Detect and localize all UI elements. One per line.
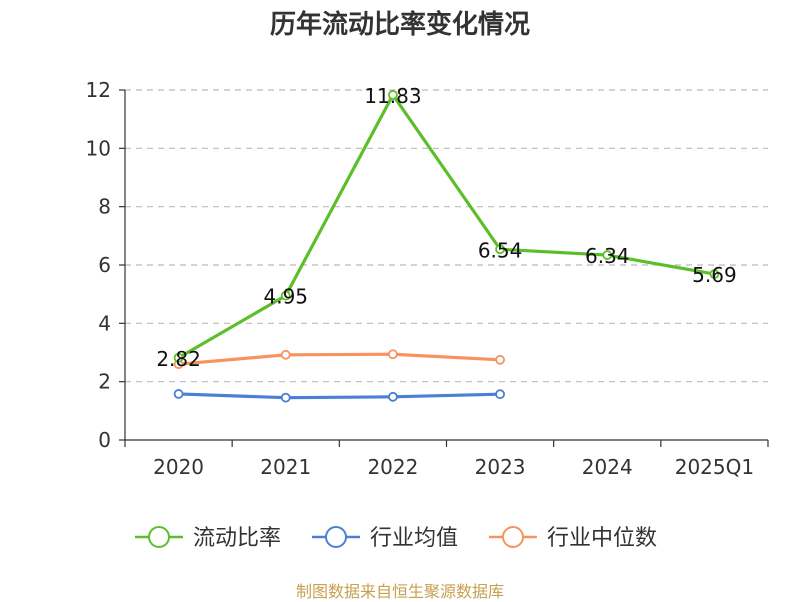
- legend: 流动比率 行业均值 行业中位数: [135, 526, 657, 551]
- data-point: [388, 391, 398, 402]
- data-point: [709, 269, 720, 279]
- x-tick-label: 2020: [153, 455, 204, 479]
- series-line: [178, 352, 501, 366]
- series-line: [177, 93, 715, 360]
- data-point: [495, 354, 505, 365]
- data-point: [388, 90, 398, 100]
- axes: 0 2 4 6 8 10 12 2020 2021 2022 2023 2024 2025Q1: [86, 78, 769, 479]
- data-point: [280, 392, 291, 403]
- legend-label: 行业中位数: [547, 526, 657, 551]
- data-point: [495, 244, 505, 255]
- legend-marker: [148, 526, 170, 548]
- y-tick-label: 0: [98, 428, 111, 452]
- y-tick-label: 8: [98, 195, 111, 219]
- chart-title: 历年流动比率变化情况: [269, 10, 530, 40]
- data-label: 5.69: [692, 263, 737, 287]
- grid-lines: [125, 89, 768, 383]
- data-points: [173, 90, 720, 403]
- series-line: [178, 392, 501, 400]
- data-point: [388, 349, 398, 360]
- x-tick-label: 2024: [582, 455, 633, 479]
- data-label: 2.82: [156, 347, 201, 371]
- x-tick-label: 2021: [260, 455, 311, 479]
- x-tick-label: 2025Q1: [675, 455, 754, 479]
- x-tick-label: 2022: [367, 455, 418, 479]
- data-label: 6.54: [478, 238, 523, 262]
- data-label: 11.83: [364, 84, 421, 108]
- data-labels: 2.82 4.95 11.83 6.54 6.34 5.69: [156, 84, 736, 371]
- source-note: 制图数据来自恒生聚源数据库: [295, 582, 504, 601]
- legend-label: 流动比率: [193, 526, 281, 551]
- x-tick-label: 2023: [475, 455, 526, 479]
- data-point: [602, 250, 613, 260]
- y-tick-label: 4: [98, 311, 111, 335]
- data-point: [495, 389, 505, 400]
- legend-marker: [325, 526, 347, 548]
- data-point: [173, 352, 184, 363]
- y-tick-label: 12: [86, 78, 111, 102]
- y-tick-label: 6: [98, 253, 111, 277]
- legend-marker: [502, 526, 524, 548]
- y-tick-label: 2: [98, 370, 111, 394]
- y-tick-label: 10: [86, 136, 111, 160]
- data-point: [173, 389, 184, 399]
- legend-label: 行业均值: [370, 526, 458, 551]
- data-point: [280, 290, 291, 301]
- series-lines: [177, 93, 715, 400]
- data-label: 6.34: [585, 244, 630, 268]
- data-point: [280, 349, 291, 360]
- data-label: 4.95: [263, 285, 308, 309]
